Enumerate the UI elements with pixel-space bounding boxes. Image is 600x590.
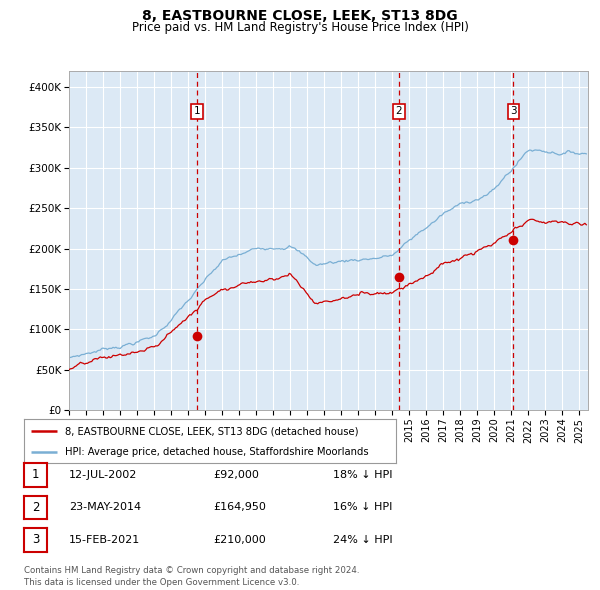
Text: 8, EASTBOURNE CLOSE, LEEK, ST13 8DG: 8, EASTBOURNE CLOSE, LEEK, ST13 8DG <box>142 9 458 23</box>
Text: HPI: Average price, detached house, Staffordshire Moorlands: HPI: Average price, detached house, Staf… <box>65 447 368 457</box>
Text: 16% ↓ HPI: 16% ↓ HPI <box>333 503 392 512</box>
Text: 15-FEB-2021: 15-FEB-2021 <box>69 535 140 545</box>
Text: 2: 2 <box>32 501 39 514</box>
Text: 2: 2 <box>395 106 402 116</box>
Text: 23-MAY-2014: 23-MAY-2014 <box>69 503 141 512</box>
Text: £92,000: £92,000 <box>213 470 259 480</box>
Text: Price paid vs. HM Land Registry's House Price Index (HPI): Price paid vs. HM Land Registry's House … <box>131 21 469 34</box>
Text: 24% ↓ HPI: 24% ↓ HPI <box>333 535 392 545</box>
Text: £164,950: £164,950 <box>213 503 266 512</box>
Text: £210,000: £210,000 <box>213 535 266 545</box>
Text: 12-JUL-2002: 12-JUL-2002 <box>69 470 137 480</box>
Text: 18% ↓ HPI: 18% ↓ HPI <box>333 470 392 480</box>
Text: 3: 3 <box>32 533 39 546</box>
Text: Contains HM Land Registry data © Crown copyright and database right 2024.
This d: Contains HM Land Registry data © Crown c… <box>24 566 359 587</box>
Text: 1: 1 <box>32 468 39 481</box>
Text: 1: 1 <box>194 106 200 116</box>
Text: 8, EASTBOURNE CLOSE, LEEK, ST13 8DG (detached house): 8, EASTBOURNE CLOSE, LEEK, ST13 8DG (det… <box>65 427 358 436</box>
Text: 3: 3 <box>510 106 517 116</box>
